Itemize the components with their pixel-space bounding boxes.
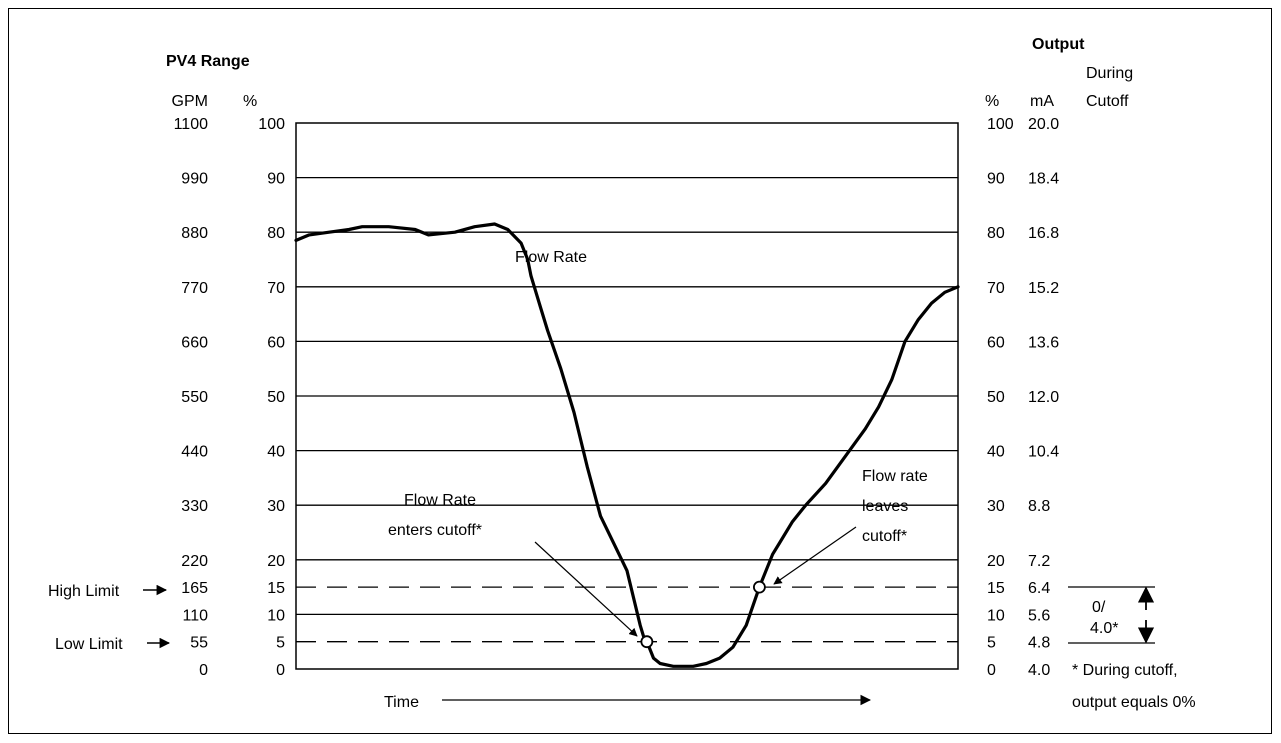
percent-left-tick-15: 15 bbox=[267, 580, 285, 597]
cutoff-value-1: 0/ bbox=[1092, 599, 1106, 616]
gpm-tick-100: 1100 bbox=[174, 116, 209, 133]
gpm-tick-80: 880 bbox=[181, 225, 208, 242]
percent-left-tick-5: 5 bbox=[276, 635, 285, 652]
footnote-line-1: * During cutoff, bbox=[1072, 662, 1178, 679]
percent-left-tick-90: 90 bbox=[267, 171, 285, 188]
percent-right-tick-80: 80 bbox=[987, 225, 1005, 242]
leaves-cutoff-label-2: leaves bbox=[862, 498, 908, 515]
gpm-tick-70: 770 bbox=[181, 280, 208, 297]
output-header: Output bbox=[1032, 36, 1085, 53]
percent-left-header: % bbox=[243, 93, 257, 110]
percent-left-tick-100: 100 bbox=[258, 116, 285, 133]
cutoff-value-2: 4.0* bbox=[1090, 620, 1118, 637]
pv4-range-header: PV4 Range bbox=[166, 53, 250, 70]
leaves-cutoff-marker bbox=[753, 580, 766, 594]
percent-right-tick-90: 90 bbox=[987, 171, 1005, 188]
gpm-tick-90: 990 bbox=[181, 171, 208, 188]
ma-tick-10: 5.6 bbox=[1028, 607, 1050, 624]
gpm-tick-40: 440 bbox=[181, 444, 208, 461]
gpm-tick-20: 220 bbox=[181, 553, 208, 570]
gpm-tick-30: 330 bbox=[181, 498, 208, 515]
cutoff-header: Cutoff bbox=[1086, 93, 1129, 110]
enters-cutoff-marker bbox=[640, 635, 654, 649]
gpm-tick-15: 165 bbox=[181, 580, 208, 597]
percent-left-tick-60: 60 bbox=[267, 334, 285, 351]
percent-left-tick-70: 70 bbox=[267, 280, 285, 297]
ma-tick-90: 18.4 bbox=[1028, 171, 1059, 188]
gridlines bbox=[296, 176, 958, 643]
gpm-tick-10: 110 bbox=[182, 607, 208, 624]
ma-tick-40: 10.4 bbox=[1028, 444, 1059, 461]
percent-left-tick-50: 50 bbox=[267, 389, 285, 406]
percent-left-tick-40: 40 bbox=[267, 444, 285, 461]
ma-tick-30: 8.8 bbox=[1028, 498, 1050, 515]
percent-right-tick-30: 30 bbox=[987, 498, 1005, 515]
ma-tick-15: 6.4 bbox=[1028, 580, 1050, 597]
percent-right-tick-70: 70 bbox=[987, 280, 1005, 297]
flow-rate-label: Flow Rate bbox=[515, 249, 587, 266]
percent-right-tick-20: 20 bbox=[987, 553, 1005, 570]
high-limit-label: High Limit bbox=[48, 583, 120, 600]
percent-right-tick-10: 10 bbox=[987, 607, 1005, 624]
percent-right-tick-40: 40 bbox=[987, 444, 1005, 461]
percent-right-tick-5: 5 bbox=[987, 635, 996, 652]
percent-right-header: % bbox=[985, 93, 999, 110]
percent-right-tick-100: 100 bbox=[987, 116, 1014, 133]
gpm-tick-0: 0 bbox=[199, 662, 208, 679]
time-label: Time bbox=[384, 694, 419, 711]
ma-tick-60: 13.6 bbox=[1028, 334, 1059, 351]
percent-left-tick-10: 10 bbox=[267, 607, 285, 624]
percent-right-tick-50: 50 bbox=[987, 389, 1005, 406]
percent-right-tick-60: 60 bbox=[987, 334, 1005, 351]
ma-tick-50: 12.0 bbox=[1028, 389, 1059, 406]
plot-area bbox=[295, 122, 959, 670]
percent-right-tick-15: 15 bbox=[987, 580, 1005, 597]
gpm-tick-5: 55 bbox=[190, 635, 208, 652]
percent-right-tick-0: 0 bbox=[987, 662, 996, 679]
gpm-header: GPM bbox=[172, 93, 208, 110]
during-header: During bbox=[1086, 65, 1133, 82]
ma-tick-80: 16.8 bbox=[1028, 225, 1059, 242]
percent-left-tick-80: 80 bbox=[267, 225, 285, 242]
leaves-cutoff-arrow bbox=[773, 526, 857, 585]
enters-cutoff-label-2: enters cutoff* bbox=[388, 522, 482, 539]
low-limit-label: Low Limit bbox=[55, 636, 123, 653]
percent-left-tick-0: 0 bbox=[276, 662, 285, 679]
chart-frame bbox=[8, 8, 1272, 734]
leaves-cutoff-label-1: Flow rate bbox=[862, 468, 928, 485]
flow-rate-curve bbox=[294, 222, 960, 668]
gpm-tick-50: 550 bbox=[181, 389, 208, 406]
ma-tick-70: 15.2 bbox=[1028, 280, 1059, 297]
ma-tick-100: 20.0 bbox=[1028, 116, 1059, 133]
ma-tick-20: 7.2 bbox=[1028, 553, 1050, 570]
footnote-line-2: output equals 0% bbox=[1072, 694, 1196, 711]
ma-tick-0: 4.0 bbox=[1028, 662, 1050, 679]
ma-tick-5: 4.8 bbox=[1028, 635, 1050, 652]
percent-left-tick-20: 20 bbox=[267, 553, 285, 570]
leaves-cutoff-label-3: cutoff* bbox=[862, 528, 907, 545]
gpm-tick-60: 660 bbox=[181, 334, 208, 351]
percent-left-tick-30: 30 bbox=[267, 498, 285, 515]
ma-header: mA bbox=[1030, 93, 1054, 110]
enters-cutoff-arrow bbox=[534, 541, 638, 637]
enters-cutoff-label-1: Flow Rate bbox=[404, 492, 476, 509]
